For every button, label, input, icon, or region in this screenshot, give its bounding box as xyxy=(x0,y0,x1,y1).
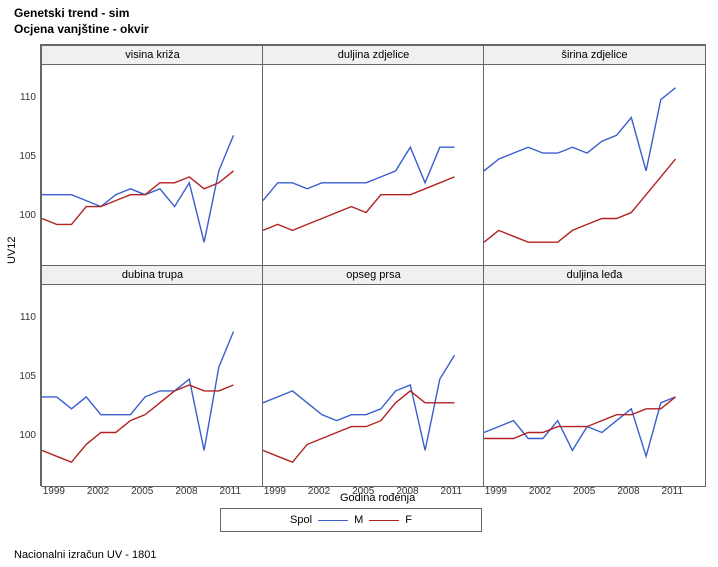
panel-2: širina zdjelice xyxy=(483,45,706,267)
legend-swatch-m xyxy=(318,520,348,521)
legend: Spol M F xyxy=(220,508,482,532)
plot-area: visina križaduljina zdjeliceširina zdjel… xyxy=(40,44,706,486)
panel-5: duljina leđa xyxy=(483,265,706,487)
legend-swatch-f xyxy=(369,520,399,521)
chart-title: Genetski trend - sim xyxy=(14,6,129,20)
series-f xyxy=(42,171,234,225)
xtick: 2008 xyxy=(617,486,639,497)
xtick: 2002 xyxy=(87,486,109,497)
legend-title: Spol xyxy=(290,514,312,526)
panel-title: duljina leđa xyxy=(484,266,705,285)
panel-title: visina križa xyxy=(42,46,263,65)
xtick: 2011 xyxy=(441,486,463,497)
xtick: 2005 xyxy=(352,486,374,497)
xtick: 2008 xyxy=(396,486,418,497)
panel-svg xyxy=(263,284,484,486)
y-axis-label: UV12 xyxy=(6,236,18,264)
xtick: 2002 xyxy=(529,486,551,497)
xtick: 1999 xyxy=(43,486,65,497)
series-f xyxy=(263,177,455,231)
xtick: 2002 xyxy=(308,486,330,497)
xtick: 1999 xyxy=(485,486,507,497)
panel-4: opseg prsa xyxy=(262,265,485,487)
legend-label-m: M xyxy=(354,514,363,526)
xtick: 2008 xyxy=(175,486,197,497)
legend-label-f: F xyxy=(405,514,412,526)
series-f xyxy=(263,391,455,462)
chart-subtitle: Ocjena vanjštine - okvir xyxy=(14,22,149,36)
panel-1: duljina zdjelice xyxy=(262,45,485,267)
series-m xyxy=(484,88,676,171)
panel-svg xyxy=(484,284,705,486)
panel-0: visina križa xyxy=(41,45,264,267)
xtick: 2011 xyxy=(662,486,684,497)
ytick: 100 xyxy=(14,430,36,441)
ytick: 105 xyxy=(14,151,36,162)
panel-3: dubina trupa xyxy=(41,265,264,487)
series-f xyxy=(42,385,234,462)
panel-title: duljina zdjelice xyxy=(263,46,484,65)
series-f xyxy=(484,159,676,242)
chart-footer: Nacionalni izračun UV - 1801 xyxy=(14,549,156,561)
ytick: 100 xyxy=(14,210,36,221)
panel-title: dubina trupa xyxy=(42,266,263,285)
panel-svg xyxy=(484,64,705,266)
panel-svg xyxy=(42,64,263,266)
series-f xyxy=(484,397,676,439)
xtick: 2005 xyxy=(131,486,153,497)
ytick: 105 xyxy=(14,371,36,382)
ytick: 110 xyxy=(14,312,36,323)
series-m xyxy=(263,147,455,200)
panel-svg xyxy=(42,284,263,486)
ytick: 110 xyxy=(14,92,36,103)
xtick: 2011 xyxy=(220,486,242,497)
xtick: 1999 xyxy=(264,486,286,497)
panel-title: opseg prsa xyxy=(263,266,484,285)
panel-svg xyxy=(263,64,484,266)
panel-title: širina zdjelice xyxy=(484,46,705,65)
xtick: 2005 xyxy=(573,486,595,497)
